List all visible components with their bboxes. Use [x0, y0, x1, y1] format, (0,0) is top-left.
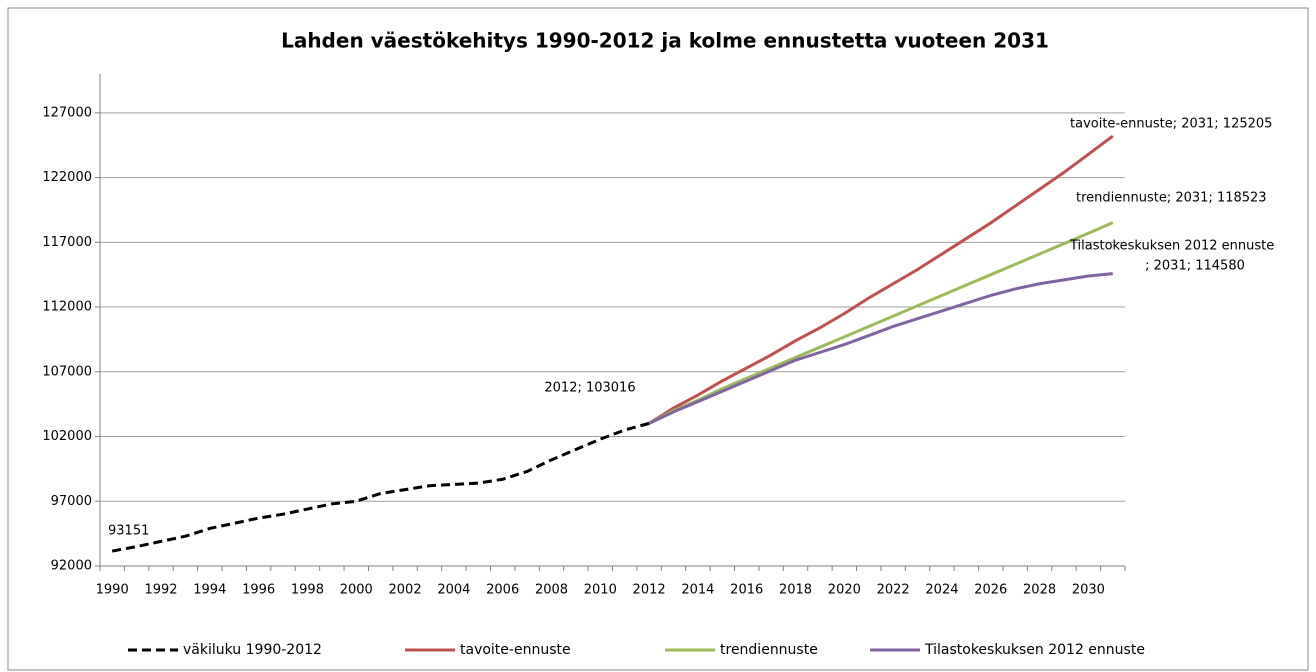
chart-border: [7, 7, 1309, 671]
x-tick-label: 1996: [242, 583, 275, 598]
x-tick-label: 2024: [925, 583, 958, 598]
data-label: tavoite-ennuste; 2031; 125205: [1070, 117, 1272, 132]
x-tick-label: 2018: [779, 583, 812, 598]
x-tick-label: 2030: [1072, 583, 1105, 598]
x-tick-label: 2008: [535, 583, 568, 598]
series-line: [648, 272, 1113, 425]
y-tick-label: 117000: [42, 235, 92, 250]
x-tick-label: 1992: [144, 583, 177, 598]
x-tick-label: 2014: [681, 583, 714, 598]
x-tick-label: 2026: [974, 583, 1007, 598]
data-label: 93151: [108, 524, 149, 539]
series-line: [111, 421, 650, 553]
x-tick-label: 2010: [584, 583, 617, 598]
x-tick-label: 2022: [877, 583, 910, 598]
data-label: 2012; 103016: [544, 381, 635, 396]
series-line: [648, 134, 1114, 425]
series-line: [648, 221, 1114, 425]
x-tick-label: 2002: [389, 583, 422, 598]
y-tick-label: 97000: [51, 494, 92, 509]
legend-label: tavoite-ennuste: [460, 642, 571, 658]
x-tick-label: 1994: [193, 583, 226, 598]
x-tick-label: 2004: [437, 583, 470, 598]
x-tick-label: 2016: [730, 583, 763, 598]
y-tick-label: 122000: [42, 170, 92, 185]
y-tick-label: 127000: [42, 105, 92, 120]
x-tick-label: 2012: [633, 583, 666, 598]
y-tick-label: 112000: [42, 300, 92, 315]
chart-title: Lahden väestökehitys 1990-2012 ja kolme …: [281, 29, 1049, 53]
legend-label: trendiennuste: [720, 642, 818, 658]
y-tick-label: 102000: [42, 429, 92, 444]
y-tick-label: 92000: [51, 559, 92, 574]
x-tick-label: 2000: [340, 583, 373, 598]
x-tick-label: 2006: [486, 583, 519, 598]
data-label: ; 2031; 114580: [1145, 259, 1245, 274]
y-tick-label: 107000: [42, 364, 92, 379]
data-label: trendiennuste; 2031; 118523: [1076, 191, 1267, 206]
data-label: Tilastokeskuksen 2012 ennuste: [1069, 239, 1274, 254]
legend-label: Tilastokeskuksen 2012 ennuste: [924, 642, 1145, 658]
x-tick-label: 1998: [291, 583, 324, 598]
x-tick-label: 2020: [828, 583, 861, 598]
legend-label: väkiluku 1990-2012: [183, 642, 322, 658]
x-tick-label: 2028: [1023, 583, 1056, 598]
x-tick-label: 1990: [96, 583, 129, 598]
